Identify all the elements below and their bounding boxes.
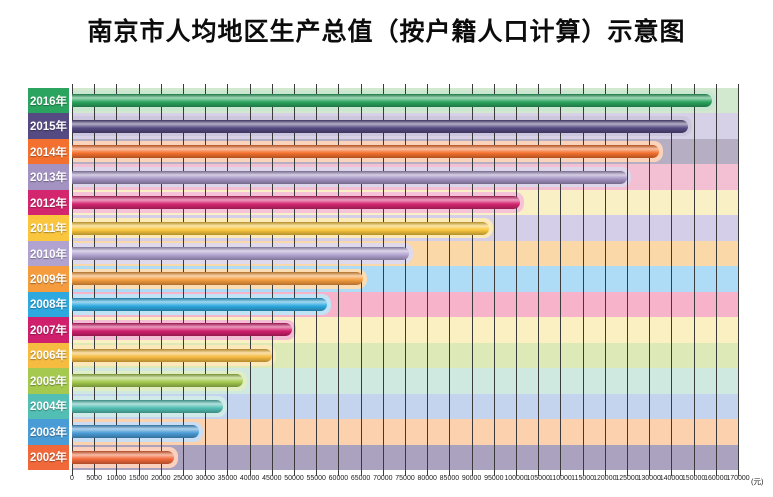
x-tick-label: 15000 bbox=[128, 475, 149, 482]
plot-area bbox=[72, 84, 739, 476]
x-tick-label: 85000 bbox=[439, 475, 460, 482]
bar bbox=[72, 94, 713, 108]
year-label: 2003年 bbox=[28, 419, 69, 445]
x-tick-label: 5000 bbox=[86, 475, 102, 482]
bar bbox=[72, 374, 243, 388]
x-tick-label: 80000 bbox=[417, 475, 437, 482]
x-tick-label: 160000 bbox=[704, 475, 728, 482]
chart-row bbox=[72, 113, 738, 139]
bar bbox=[72, 399, 223, 413]
y-axis-labels: 2016年 2015年 2014年 2013年 2012年 2011年 2010年 2009年… bbox=[28, 88, 69, 470]
year-label: 2014年 bbox=[28, 138, 69, 165]
bar bbox=[72, 297, 328, 311]
x-tick-label: 130000 bbox=[637, 475, 661, 482]
x-tick-label: 140000 bbox=[659, 475, 684, 482]
x-tick-label: 65000 bbox=[350, 475, 371, 482]
x-tick-label: 125000 bbox=[615, 475, 639, 482]
chart-row bbox=[72, 88, 738, 114]
x-tick-label: 45000 bbox=[262, 475, 282, 482]
x-tick-label: 40000 bbox=[239, 475, 260, 482]
bar bbox=[72, 196, 521, 210]
bars-container bbox=[72, 88, 738, 470]
bar bbox=[72, 450, 175, 464]
x-tick-label: 50000 bbox=[284, 475, 304, 482]
year-label: 2013年 bbox=[28, 164, 69, 190]
chart-row bbox=[72, 164, 738, 190]
year-label: 2006年 bbox=[28, 342, 69, 369]
year-label: 2008年 bbox=[28, 291, 69, 318]
x-tick-label: 10000 bbox=[106, 475, 127, 482]
year-label: 2002年 bbox=[28, 444, 69, 470]
year-label: 2016年 bbox=[28, 88, 69, 114]
chart-row bbox=[72, 189, 738, 216]
x-tick-label: 90000 bbox=[461, 475, 482, 482]
chart-row bbox=[72, 368, 738, 394]
year-label: 2005年 bbox=[28, 368, 69, 394]
bar bbox=[72, 246, 410, 260]
x-tick-label: 20000 bbox=[151, 475, 171, 482]
year-label: 2010年 bbox=[28, 240, 69, 267]
x-tick-label: 95000 bbox=[484, 475, 504, 482]
x-tick-label: 35000 bbox=[217, 475, 238, 482]
year-label: 2015年 bbox=[28, 113, 69, 139]
bar bbox=[72, 425, 199, 439]
x-tick-label: 30000 bbox=[195, 475, 215, 482]
year-label: 2009年 bbox=[28, 266, 69, 292]
bar bbox=[72, 170, 627, 184]
x-tick-label: 25000 bbox=[173, 475, 193, 482]
chart-row bbox=[72, 342, 738, 369]
axis-unit-label: (元) bbox=[751, 477, 764, 486]
bar bbox=[72, 221, 490, 235]
x-tick-label: 110000 bbox=[548, 475, 572, 482]
x-tick-label: 75000 bbox=[395, 475, 415, 482]
chart-row bbox=[72, 240, 738, 267]
x-tick-label: 105000 bbox=[526, 475, 550, 482]
x-tick-label: 0 bbox=[70, 475, 74, 482]
chart-row bbox=[72, 215, 738, 241]
x-axis-labels: 0 5000 10000 15000 20000 25000 30000 35000 40000… bbox=[70, 475, 750, 487]
chart-row bbox=[72, 444, 738, 470]
chart-title: 南京市人均地区生产总值（按户籍人口计算）示意图 bbox=[87, 19, 686, 46]
year-label: 2007年 bbox=[28, 317, 69, 343]
year-label: 2011年 bbox=[28, 215, 69, 241]
x-tick-label: 60000 bbox=[328, 475, 349, 482]
chart-row bbox=[72, 266, 738, 292]
chart-row bbox=[72, 393, 738, 420]
year-label: 2004年 bbox=[28, 393, 69, 420]
chart-row bbox=[72, 138, 738, 165]
bar bbox=[72, 145, 660, 159]
x-tick-label: 100000 bbox=[504, 475, 528, 482]
x-tick-label: 170000 bbox=[726, 475, 750, 482]
bar bbox=[72, 348, 272, 362]
x-tick-label: 55000 bbox=[306, 475, 326, 482]
x-tick-label: 150000 bbox=[681, 475, 706, 482]
x-tick-label: 120000 bbox=[593, 475, 617, 482]
chart-row bbox=[72, 317, 738, 343]
x-tick-label: 70000 bbox=[373, 475, 393, 482]
bar bbox=[72, 323, 292, 337]
bar bbox=[72, 119, 689, 133]
chart-row bbox=[72, 291, 738, 318]
gridline bbox=[738, 84, 739, 476]
chart-row bbox=[72, 419, 738, 445]
bar bbox=[72, 272, 363, 286]
year-label: 2012年 bbox=[28, 189, 69, 216]
x-tick-label: 115000 bbox=[571, 475, 595, 482]
